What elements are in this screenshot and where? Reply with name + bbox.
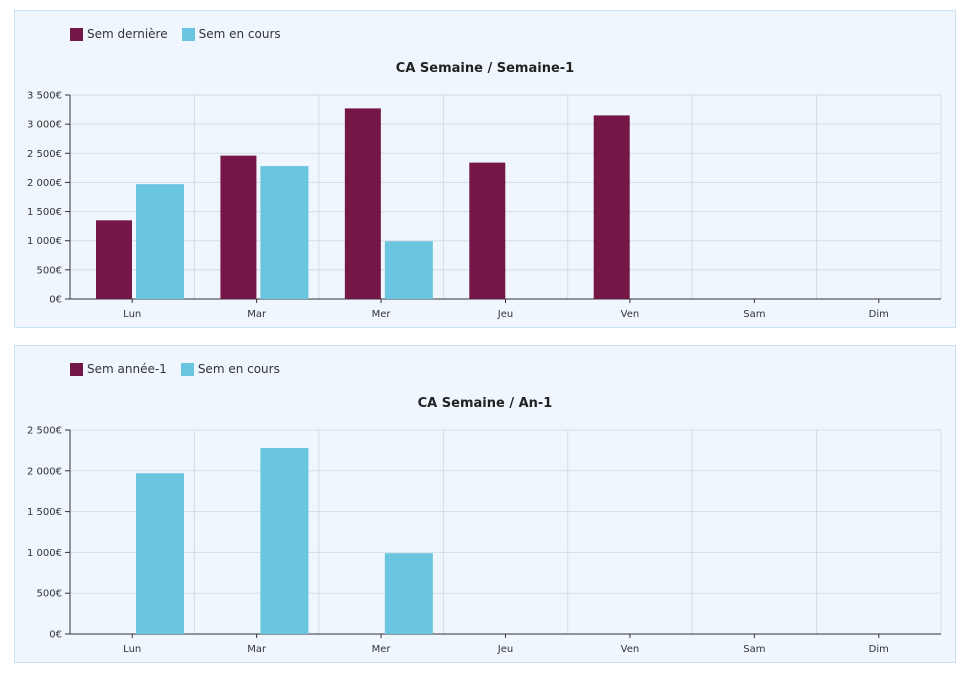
bar-mar-series-2[interactable] (260, 447, 309, 634)
bar-jeu-series-1[interactable] (469, 162, 506, 299)
y-tick-label: 1 000€ (27, 236, 62, 247)
chart-title: CA Semaine / An-1 (417, 396, 553, 411)
y-tick-label: 2 500€ (27, 149, 62, 160)
x-tick-label: Dim (869, 644, 889, 655)
legend-item-series-1[interactable]: Sem dernière (70, 27, 168, 41)
x-tick-label: Jeu (497, 309, 513, 320)
legend-label-series-2: Sem en cours (197, 362, 280, 376)
x-tick-label: Jeu (497, 644, 513, 655)
y-tick-label: 1 500€ (27, 207, 62, 218)
y-tick-label: 1 500€ (27, 507, 62, 518)
bar-lun-series-2[interactable] (136, 184, 184, 299)
y-tick-label: 3 500€ (27, 91, 62, 102)
x-tick-label: Mar (247, 309, 267, 320)
x-tick-label: Mer (372, 309, 392, 320)
x-tick-label: Lun (123, 309, 141, 320)
y-tick-label: 3 000€ (27, 120, 62, 131)
x-tick-label: Ven (621, 644, 640, 655)
x-tick-label: Lun (123, 644, 141, 655)
x-tick-label: Ven (621, 309, 640, 320)
bar-chart-year: 0€ 500€ 1 000€ 1 500€ 2 000€ 2 500€ Lun Mar Mer J… (27, 426, 942, 655)
bar-chart-week: 0€ 500€ 1 000€ 1 500€ 2 000€ 2 500€ 3 000€ 3 50… (27, 91, 942, 320)
chart-legend[interactable]: Sem année-1 Sem en cours (70, 362, 280, 376)
y-tick-label: 500€ (37, 265, 62, 276)
y-tick-label: 0€ (49, 295, 62, 306)
legend-label-series-1: Sem année-1 (87, 362, 167, 376)
x-tick-label: Mar (247, 644, 267, 655)
chart-panel-week: Sem dernière Sem en cours CA Semaine / S… (14, 10, 956, 328)
y-tick-label: 0€ (49, 630, 62, 641)
bar-ven-series-1[interactable] (593, 115, 630, 300)
legend-swatch-series-1 (70, 362, 83, 376)
chart-legend[interactable]: Sem dernière Sem en cours (70, 27, 281, 41)
x-tick-label: Sam (743, 644, 765, 655)
legend-swatch-series-2 (181, 27, 195, 41)
bar-lun-series-2[interactable] (136, 473, 184, 634)
y-tick-label: 2 000€ (27, 466, 62, 477)
y-tick-label: 500€ (37, 589, 62, 600)
legend-item-series-2[interactable]: Sem en cours (181, 27, 281, 41)
bar-mer-series-2[interactable] (384, 241, 433, 299)
chart-title: CA Semaine / Semaine-1 (395, 61, 575, 76)
legend-item-series-2[interactable]: Sem en cours (180, 362, 280, 376)
y-tick-label: 2 000€ (27, 178, 62, 189)
legend-swatch-series-2 (180, 362, 194, 376)
x-tick-label: Dim (869, 309, 889, 320)
bar-mar-series-2[interactable] (260, 166, 309, 299)
legend-label-series-2: Sem en cours (198, 27, 281, 41)
legend-swatch-series-1 (70, 27, 83, 41)
y-tick-label: 1 000€ (27, 548, 62, 559)
bar-mer-series-2[interactable] (384, 553, 433, 634)
chart-panel-year: Sem année-1 Sem en cours CA Semaine / An… (14, 345, 956, 663)
x-tick-label: Sam (743, 309, 765, 320)
y-tick-label: 2 500€ (27, 426, 62, 437)
bar-lun-series-1[interactable] (96, 220, 132, 299)
bar-mar-series-1[interactable] (220, 155, 257, 299)
bar-mer-series-1[interactable] (344, 108, 381, 299)
legend-item-series-1[interactable]: Sem année-1 (70, 362, 167, 376)
legend-label-series-1: Sem dernière (87, 27, 168, 41)
x-tick-label: Mer (372, 644, 392, 655)
